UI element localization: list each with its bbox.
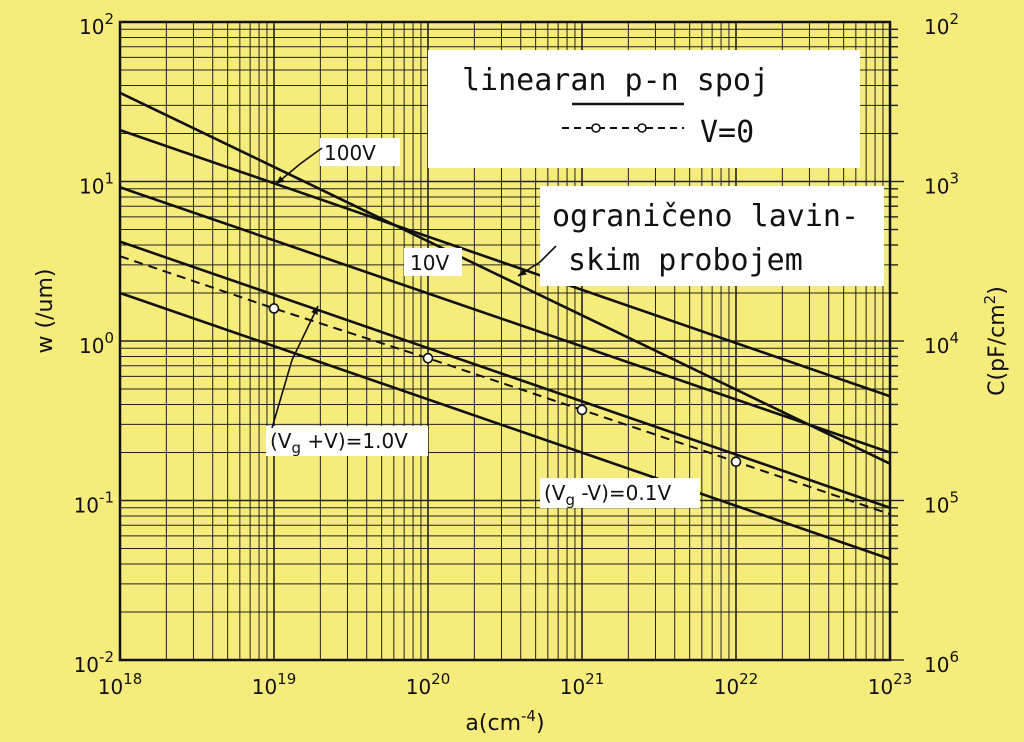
annotation-background xyxy=(540,478,700,508)
annotation-10v: 10V xyxy=(410,251,449,275)
series-line-4 xyxy=(119,240,891,510)
x-tick-label: 1018 xyxy=(98,670,143,699)
y2-tick-label: 104 xyxy=(924,329,959,358)
annotation-leaders xyxy=(271,147,557,429)
leader-line xyxy=(517,245,557,277)
y-tick-label: 10-1 xyxy=(74,489,114,518)
series-line-3 xyxy=(119,186,891,454)
x-tick-label: 1019 xyxy=(252,670,297,699)
note: ograničeno lavin- skim probojem xyxy=(540,186,884,286)
legend-dashed-label: V=0 xyxy=(700,115,754,150)
y2-axis-label: C(pF/cm2) xyxy=(981,286,1010,396)
legend-background xyxy=(428,50,860,168)
leader-arrowhead xyxy=(311,306,318,315)
y2-tick-label: 106 xyxy=(924,648,959,677)
annotation-01v: (Vg -V)=0.1V xyxy=(544,481,671,509)
note-line-1: ograničeno lavin- xyxy=(552,199,859,234)
series-line-2 xyxy=(119,128,891,398)
x-tick-label: 1021 xyxy=(560,670,605,699)
annotation-100v: 100V xyxy=(324,141,376,165)
x-tick-label: 1020 xyxy=(406,670,451,699)
plot-frame xyxy=(118,20,892,662)
y2-tick-label: 102 xyxy=(924,10,959,39)
y2-tick-label: 105 xyxy=(924,489,959,518)
annotation-background xyxy=(404,248,462,276)
data-point-marker xyxy=(730,456,742,468)
leader-arrowhead xyxy=(276,176,285,184)
data-point-marker xyxy=(576,404,588,416)
x-axis-label: a(cm-4) xyxy=(465,707,544,736)
y-tick-label: 10-2 xyxy=(74,648,114,677)
series-line-1 xyxy=(119,91,891,465)
y-tick-label: 101 xyxy=(79,170,114,199)
note-background xyxy=(540,186,884,286)
y-tick-label: 102 xyxy=(79,10,114,39)
y-axis-label: w (/um) xyxy=(33,269,58,354)
series-layer xyxy=(119,91,891,561)
leader-line xyxy=(271,305,319,429)
legend-marker xyxy=(591,123,601,133)
leader-arrowhead xyxy=(518,268,527,276)
annotations: 100V 10V (Vg +V)=1.0V (Vg -V)=0.1V xyxy=(266,138,700,509)
series-line-6 xyxy=(119,255,891,516)
data-point-marker xyxy=(422,352,434,364)
y-tick-label: 100 xyxy=(79,329,114,358)
legend: linearan p-n spoj V=0 xyxy=(428,50,860,168)
y2-tick-label: 103 xyxy=(924,170,959,199)
data-point-marker xyxy=(268,303,280,314)
legend-title: linearan p-n spoj xyxy=(462,63,769,98)
y-tick-labels: 102 101 100 10-1 10-2 xyxy=(74,10,114,677)
y2-tick-labels: 102 103 104 105 106 xyxy=(924,10,959,677)
annotation-background xyxy=(266,426,428,456)
legend-marker xyxy=(637,123,647,133)
annotation-1v: (Vg +V)=1.0V xyxy=(270,429,408,457)
annotation-background xyxy=(320,138,400,166)
leader-line xyxy=(275,147,323,185)
x-tick-labels: 1018 1019 1020 1021 1022 1023 xyxy=(98,670,913,699)
series-line-5 xyxy=(119,291,891,561)
x-tick-label: 1022 xyxy=(714,670,759,699)
note-line-2: skim probojem xyxy=(568,243,803,278)
x-tick-label: 1023 xyxy=(868,670,913,699)
